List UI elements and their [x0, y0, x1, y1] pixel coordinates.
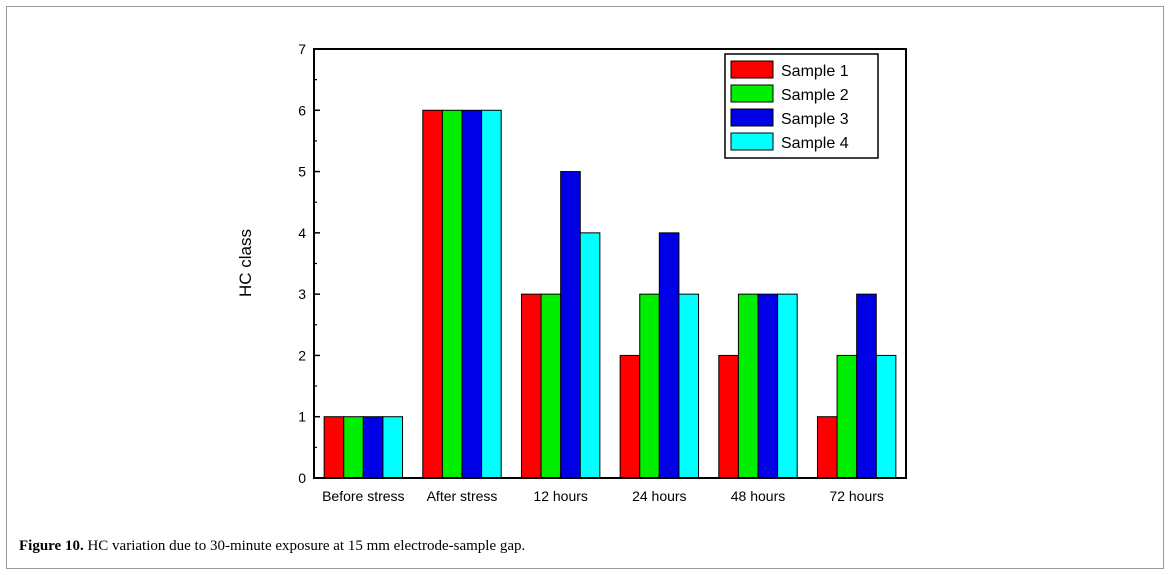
legend: Sample 1 Sample 2 Sample 3 Sample 4: [724, 53, 879, 159]
legend-swatch-1: [730, 60, 774, 79]
x-tick-label: 72 hours: [829, 488, 883, 504]
x-tick-label: Before stress: [322, 488, 404, 504]
y-tick-label: 3: [298, 286, 306, 302]
bar-2-5: [737, 293, 759, 479]
bar-1-3: [520, 293, 542, 479]
y-tick-label: 4: [298, 225, 306, 241]
bar-3-2: [461, 109, 483, 479]
bar-4-1: [382, 416, 404, 479]
caption-text: HC variation due to 30-minute exposure a…: [87, 538, 526, 554]
bar-4-4: [678, 293, 700, 479]
legend-label-1: Sample 1: [781, 63, 849, 80]
bar-1-1: [323, 416, 345, 479]
bar-2-3: [540, 293, 562, 479]
y-tick-label: 0: [298, 470, 306, 486]
bar-3-6: [856, 293, 877, 479]
y-tick-label: 7: [298, 41, 306, 57]
bar-4-5: [777, 293, 798, 479]
bar-1-6: [816, 416, 838, 479]
x-tick-label: 48 hours: [731, 488, 785, 504]
x-tick-label: 24 hours: [632, 488, 686, 504]
caption-label: Figure 10.: [19, 538, 84, 554]
y-tick-label: 6: [298, 102, 306, 118]
bar-2-6: [836, 354, 858, 479]
figure-caption: Figure 10. HC variation due to 30-minute…: [19, 538, 525, 555]
bar-2-4: [639, 293, 660, 479]
bar-1-2: [422, 109, 443, 479]
bar-4-3: [579, 232, 601, 479]
bar-4-6: [875, 354, 897, 479]
y-tick-label: 5: [298, 164, 306, 180]
legend-label-3: Sample 3: [781, 111, 849, 128]
legend-swatch-3: [730, 108, 774, 127]
legend-swatch-2: [730, 84, 774, 103]
bar-2-2: [441, 109, 463, 479]
legend-swatch-4: [730, 132, 774, 151]
bar-3-1: [362, 416, 384, 479]
bar-3-3: [560, 171, 581, 479]
legend-label-2: Sample 2: [781, 87, 849, 104]
bar-3-4: [658, 232, 680, 479]
axes-layer: 0 1 2 3 4 5 6 7 Before stress After stress 12 hour…: [298, 41, 907, 504]
bar-1-5: [718, 354, 739, 479]
x-tick-label: 12 hours: [533, 488, 587, 504]
bar-4-2: [481, 109, 502, 479]
bar-1-4: [619, 354, 641, 479]
bar-2-1: [343, 416, 364, 479]
x-tick-label: After stress: [427, 488, 498, 504]
y-tick-label: 2: [298, 347, 306, 363]
y-axis-label: HC class: [236, 229, 255, 297]
legend-label-4: Sample 4: [781, 135, 849, 152]
bars-layer: [323, 109, 897, 479]
bar-3-5: [757, 293, 779, 479]
y-tick-label: 1: [298, 409, 306, 425]
